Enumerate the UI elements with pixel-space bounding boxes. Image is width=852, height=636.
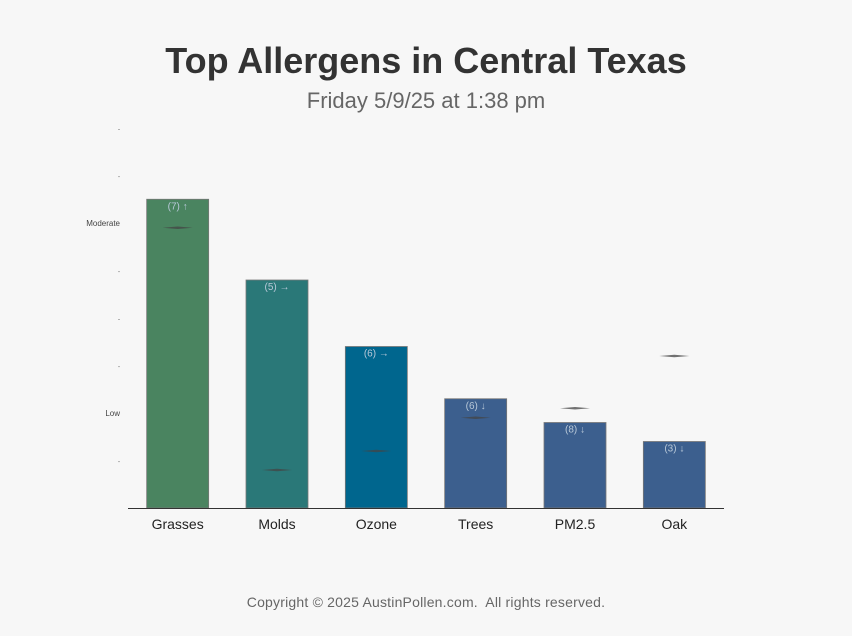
x-tick-label: Ozone bbox=[356, 516, 397, 532]
forecast-marker bbox=[659, 354, 690, 358]
x-tick-label: Molds bbox=[258, 516, 295, 532]
bar bbox=[642, 441, 706, 509]
copyright-footer: Copyright © 2025 AustinPollen.com. All r… bbox=[246, 594, 606, 610]
chart-subtitle: Friday 5/9/25 at 1:38 pm bbox=[306, 88, 546, 113]
bar-data-label: (7) ↑ bbox=[168, 201, 188, 212]
x-tick-label: Grasses bbox=[152, 516, 204, 532]
bar bbox=[245, 279, 309, 509]
forecast-marker bbox=[560, 406, 590, 410]
x-tick-label: Trees bbox=[458, 516, 493, 532]
chart-title: Top Allergens in Central Texas bbox=[165, 40, 687, 81]
y-tick-label: Moderate bbox=[86, 219, 120, 228]
bar-data-label: (6) ↓ bbox=[466, 401, 486, 412]
y-tick-label: - bbox=[118, 460, 120, 466]
bar bbox=[543, 422, 607, 509]
bar-data-label: (3) ↓ bbox=[664, 444, 684, 455]
bar-data-label: (5) → bbox=[265, 282, 290, 293]
y-tick-label: - bbox=[118, 317, 120, 323]
x-tick-label: PM2.5 bbox=[555, 516, 596, 532]
y-tick-label: - bbox=[118, 175, 120, 181]
forecast-marker bbox=[460, 416, 491, 420]
forecast-marker bbox=[162, 226, 193, 230]
y-tick-label: Low bbox=[105, 409, 120, 418]
y-tick-label: - bbox=[118, 270, 120, 276]
x-tick-label: Oak bbox=[661, 516, 688, 532]
forecast-marker bbox=[361, 449, 392, 453]
bar bbox=[344, 346, 408, 509]
y-tick-label: - bbox=[118, 365, 120, 371]
forecast-marker bbox=[262, 468, 292, 472]
bar bbox=[444, 398, 508, 509]
bar-data-label: (6) → bbox=[364, 349, 389, 360]
y-tick-label: - bbox=[118, 127, 120, 133]
bar bbox=[146, 198, 210, 509]
bar-data-label: (8) ↓ bbox=[565, 425, 585, 436]
